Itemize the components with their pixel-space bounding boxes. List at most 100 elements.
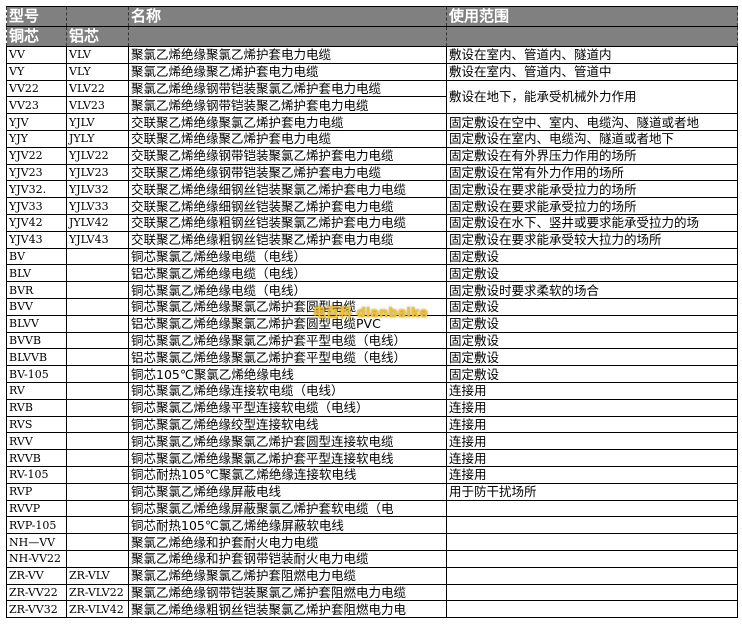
copper-model-cell: BVVB [6, 331, 67, 350]
aluminum-model-cell [66, 281, 129, 299]
usage-cell: 固定敷设在要求能承受较大拉力的场所 [446, 230, 738, 249]
name-cell: 聚氯乙烯绝缘钢带铠装聚氯乙烯护套电力电缆 [128, 79, 447, 98]
aluminum-model-cell: YJLV [66, 113, 129, 131]
aluminum-model-cell [66, 482, 129, 501]
usage-cell: 敷设在室内、管道内、管道中 [446, 62, 738, 81]
usage-cell: 连接用 [446, 432, 738, 451]
header-copper: 铜芯 [6, 26, 67, 47]
usage-cell: 固定敷设在水下、竖井或要求能承受拉力的场 [446, 213, 738, 232]
name-cell: 铜芯聚氯乙烯绝缘平型连接软电缆（电线） [128, 398, 447, 417]
name-cell: 交联聚乙烯绝缘粗钢丝铠装聚乙烯护套电力电缆 [128, 230, 447, 249]
aluminum-model-cell: VLY [66, 62, 129, 81]
copper-model-cell: BVR [6, 281, 67, 299]
aluminum-model-cell: ZR-VLV22 [66, 583, 129, 602]
usage-cell [446, 549, 738, 568]
aluminum-model-cell [66, 499, 129, 518]
copper-model-cell: RVVB [6, 449, 67, 467]
aluminum-model-cell [66, 516, 129, 535]
copper-model-cell: RV [6, 381, 67, 400]
usage-cell [446, 533, 738, 551]
usage-cell [446, 583, 738, 602]
copper-model-cell: NH-VV22 [6, 549, 67, 568]
usage-cell: 固定敷设在室内、电缆沟、隧道或者地下 [446, 129, 738, 148]
copper-model-cell: YJV22 [6, 146, 67, 165]
copper-model-cell: YJV43 [6, 230, 67, 249]
table-row: VV VLV 聚氯乙烯绝缘聚氯乙烯护套电力电缆 敷设在室内、管道内、隧道内 [6, 46, 738, 64]
name-cell: 交联聚乙烯绝缘细钢丝铠装聚氯乙烯护套电力电缆 [128, 180, 447, 199]
name-cell: 交联聚乙烯绝缘钢带铠装聚乙烯护套电力电缆 [128, 163, 447, 182]
usage-cell: 固定敷设 [446, 331, 738, 350]
table-row: BLV 铝芯聚氯乙烯绝缘电缆（电线） 固定敷设 [6, 264, 738, 283]
aluminum-model-cell: VLV23 [66, 96, 129, 115]
table-row: ZR-VV ZR-VLV 聚氯乙烯绝缘聚氯乙烯护套阻燃电力电缆 [6, 566, 738, 585]
aluminum-model-cell [66, 365, 129, 383]
header-name-blank [128, 26, 447, 47]
usage-cell: 用于防干扰场所 [446, 482, 738, 501]
aluminum-model-cell: YJLV33 [66, 197, 129, 215]
copper-model-cell: BLVVB [6, 348, 67, 367]
table-row: YJV42 JYLV42 交联聚乙烯绝缘粗钢丝铠装聚氯乙烯护套电力电缆 固定敷设在水下… [6, 213, 738, 232]
aluminum-model-cell [66, 247, 129, 266]
copper-model-cell: RVV [6, 432, 67, 451]
table-row: RV-105 铜芯耐热105℃聚氯乙烯绝缘连接软电线 连接用 [6, 465, 738, 484]
name-cell: 铜芯聚氯乙烯绝缘连接软电缆（电线） [128, 381, 447, 400]
usage-cell: 连接用 [446, 381, 738, 400]
copper-model-cell: VV22 [6, 79, 67, 98]
copper-model-cell: YJV42 [6, 213, 67, 232]
usage-cell: 敷设在地下，能承受机械外力作用 [446, 79, 738, 115]
usage-cell: 固定敷设 [446, 365, 738, 383]
usage-cell: 固定敷设 [446, 314, 738, 333]
table-row: BV-105 铜芯105℃聚氯乙烯绝缘电线 固定敷设 [6, 365, 738, 383]
aluminum-model-cell: JYLV42 [66, 213, 129, 232]
table-row: YJV23 YJLV23 交联聚乙烯绝缘钢带铠装聚乙烯护套电力电缆 固定敷设在常有外力… [6, 163, 738, 182]
copper-model-cell: ZR-VV32 [6, 600, 67, 619]
usage-cell [446, 566, 738, 585]
table-row: BVR 铜芯聚氯乙烯绝缘电缆（电线） 固定敷设时要求柔软的场合 [6, 281, 738, 299]
copper-model-cell: NH—VV [6, 533, 67, 551]
copper-model-cell: RVB [6, 398, 67, 417]
header-model: 型号 [6, 6, 67, 27]
copper-model-cell: VY [6, 62, 67, 81]
name-cell: 聚氯乙烯绝缘聚氯乙烯护套阻燃电力电缆 [128, 566, 447, 585]
aluminum-model-cell: YJLV23 [66, 163, 129, 182]
copper-model-cell: YJV23 [6, 163, 67, 182]
header-name: 名称 [128, 6, 447, 27]
usage-cell: 敷设在室内、管道内、隧道内 [446, 46, 738, 64]
name-cell: 聚氯乙烯绝缘钢带铠装聚氯乙烯护套阻燃电力电缆 [128, 583, 447, 602]
usage-cell: 固定敷设 [446, 247, 738, 266]
table-row: YJV33 YJLV33 交联聚乙烯绝缘细钢丝铠装聚乙烯护套电力电缆 固定敷设在要求能… [6, 197, 738, 215]
usage-cell: 固定敷设 [446, 348, 738, 367]
cable-spec-table: 型号 名称 使用范围 铜芯 铝芯 VV VLV 聚氯乙烯绝缘聚氯乙烯护套电力电缆 敷设… [6, 6, 738, 619]
name-cell: 聚氯乙烯绝缘聚乙烯护套电力电缆 [128, 62, 447, 81]
table-row: RVP-105 铜芯耐热105℃氯乙烯绝缘屏蔽软电线 [6, 516, 738, 535]
copper-model-cell: BLV [6, 264, 67, 283]
table-row: RVB 铜芯聚氯乙烯绝缘平型连接软电缆（电线） 连接用 [6, 398, 738, 417]
aluminum-model-cell [66, 533, 129, 551]
usage-cell: 固定敷设在空中、室内、电缆沟、隧道或者地 [446, 113, 738, 131]
table-row: YJV YJLV 交联聚乙烯绝缘聚氯乙烯护套电力电缆 固定敷设在空中、室内、电缆沟、隧… [6, 113, 738, 131]
aluminum-model-cell: ZR-VLV42 [66, 600, 129, 619]
copper-model-cell: ZR-VV [6, 566, 67, 585]
name-cell: 聚氯乙烯绝缘和护套耐火电力电缆 [128, 533, 447, 551]
aluminum-model-cell [66, 348, 129, 367]
table-row: YJV32. YJLV32 交联聚乙烯绝缘细钢丝铠装聚氯乙烯护套电力电缆 固定敷设在要… [6, 180, 738, 199]
aluminum-model-cell [66, 449, 129, 467]
table-row: RV 铜芯聚氯乙烯绝缘连接软电缆（电线） 连接用 [6, 381, 738, 400]
usage-cell: 连接用 [446, 449, 738, 467]
usage-cell [446, 499, 738, 518]
name-cell: 铜芯聚氯乙烯绝缘电缆（电线） [128, 281, 447, 299]
table-row: NH-VV22 聚氯乙烯绝缘和护套钢带铠装耐火电力电缆 [6, 549, 738, 568]
name-cell: 交联聚乙烯绝缘钢带铠装聚氯乙烯护套电力电缆 [128, 146, 447, 165]
name-cell: 聚氯乙烯绝缘聚氯乙烯护套电力电缆 [128, 46, 447, 64]
usage-cell [446, 600, 738, 619]
table-row: BV 铜芯聚氯乙烯绝缘电缆（电线） 固定敷设 [6, 247, 738, 266]
usage-cell: 连接用 [446, 398, 738, 417]
aluminum-model-cell [66, 264, 129, 283]
header-usage-blank [446, 26, 738, 47]
copper-model-cell: RVVP [6, 499, 67, 518]
table-row: ZR-VV32 ZR-VLV42 聚氯乙烯绝缘粗钢丝铠装聚氯乙烯护套阻燃电力电 [6, 600, 738, 619]
name-cell: 交联聚乙烯绝缘细钢丝铠装聚乙烯护套电力电缆 [128, 197, 447, 215]
usage-cell: 固定敷设在常有外力作用的场所 [446, 163, 738, 182]
usage-cell: 固定敷设在要求能承受拉力的场所 [446, 180, 738, 199]
aluminum-model-cell [66, 549, 129, 568]
